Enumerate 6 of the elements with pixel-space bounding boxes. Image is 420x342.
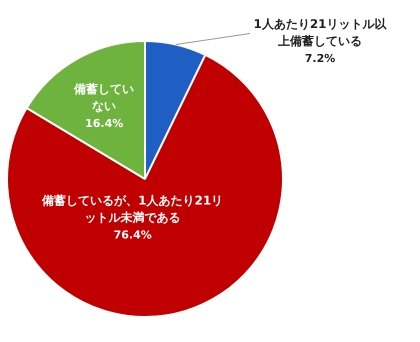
data-label: 76.4%	[114, 228, 152, 242]
slice-label: 備蓄しているが、1人あたり21リットル未満である	[41, 194, 224, 225]
data-label: 16.4%	[85, 116, 124, 130]
slice-label: 備蓄していない	[73, 82, 134, 114]
data-label: 7.2%	[304, 52, 336, 65]
slice-label: 1人あたり21リットル以上備蓄している	[253, 17, 388, 48]
